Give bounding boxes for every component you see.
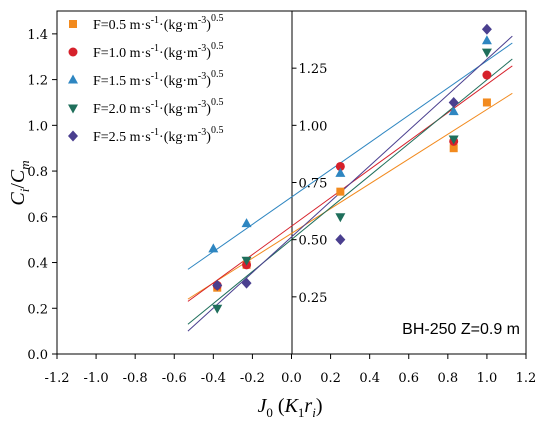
x-tick-label: -0.4 — [201, 371, 226, 386]
x-tick-label: -1.0 — [84, 371, 109, 386]
legend-marker-3 — [68, 74, 78, 84]
x-tick-label: 0.4 — [359, 371, 380, 386]
series-2-point — [335, 161, 345, 171]
fit-line-1 — [187, 92, 513, 300]
x-tick-label: 0.2 — [320, 371, 341, 386]
series-1-point — [449, 144, 458, 153]
inner-y-axis-ticks: 0.25 0.50 0.75 1.00 1.25 — [291, 62, 328, 306]
fit-line-5 — [187, 35, 513, 332]
y-tick-label: 1.2 — [27, 74, 48, 89]
y-tick-label: 0.8 — [27, 165, 48, 180]
y-tick-label: 0.4 — [27, 257, 48, 272]
y-axis-title: Ci/Cm — [7, 160, 32, 205]
x-tick-label: 1.2 — [516, 371, 537, 386]
x-tick-label: -0.8 — [123, 371, 148, 386]
inner-y-tick-label: 0.25 — [299, 291, 328, 306]
series-1-point — [336, 187, 345, 196]
x-tick-label: 1.0 — [477, 371, 498, 386]
data-points — [208, 23, 492, 314]
series-4-point — [481, 48, 492, 58]
legend: F=0.5 m·s-1·(kg·m-3)0.5 F=1.0 m·s-1·(kg·m… — [68, 13, 223, 145]
series-5-point — [448, 96, 459, 108]
series-3-point — [208, 243, 219, 253]
fit-line-3 — [187, 42, 513, 270]
fit-line-4 — [187, 58, 513, 325]
legend-label-4: F=2.0 m·s-1·(kg·m-3)0.5 — [93, 97, 223, 117]
legend-label-3: F=1.5 m·s-1·(kg·m-3)0.5 — [93, 69, 223, 89]
legend-marker-4 — [68, 104, 78, 114]
y-tick-label: 0.6 — [27, 211, 48, 226]
legend-label-5: F=2.5 m·s-1·(kg·m-3)0.5 — [93, 125, 223, 145]
x-tick-label: 0.0 — [281, 371, 302, 386]
series-4-point — [241, 256, 252, 266]
x-tick-label: -0.2 — [240, 371, 265, 386]
series-5-point — [212, 279, 223, 291]
legend-label-1: F=0.5 m·s-1·(kg·m-3)0.5 — [93, 13, 223, 33]
legend-marker-2 — [68, 47, 78, 57]
legend-label-2: F=1.0 m·s-1·(kg·m-3)0.5 — [93, 41, 223, 61]
x-axis-ticks: -1.2 -1.0 -0.8 -0.6 -0.4 -0.2 0.0 0.2 0.4 0.6 0.8 1… — [44, 354, 536, 386]
series-4-point — [448, 135, 459, 145]
series-1-point — [482, 98, 491, 107]
inner-y-tick-label: 0.50 — [299, 234, 328, 249]
series-4-point — [212, 304, 223, 314]
series-5-point — [241, 277, 252, 289]
series-4-point — [335, 213, 346, 223]
series-3-point — [335, 167, 346, 177]
inner-y-tick-label: 1.25 — [299, 62, 328, 77]
series-5-point — [335, 234, 346, 246]
series-2-point — [482, 70, 492, 80]
series-3-point — [481, 35, 492, 45]
y-tick-label: 0.0 — [27, 348, 48, 363]
y-tick-label: 1.0 — [27, 119, 48, 134]
x-tick-label: 0.8 — [437, 371, 458, 386]
series-5-point — [481, 23, 492, 35]
x-axis-title: J0 (K1ri) — [258, 395, 323, 420]
svg-text:J0 (K1ri): J0 (K1ri) — [258, 395, 323, 420]
fit-lines — [187, 35, 513, 332]
legend-marker-1 — [69, 20, 77, 28]
x-tick-label: -0.6 — [162, 371, 187, 386]
legend-marker-5 — [68, 130, 78, 142]
series-3-point — [448, 106, 459, 116]
inner-y-tick-label: 0.75 — [299, 177, 328, 192]
inner-y-tick-label: 1.00 — [299, 119, 328, 134]
x-tick-label: -1.2 — [44, 371, 69, 386]
y-tick-label: 0.2 — [27, 302, 48, 317]
y-tick-label: 1.4 — [27, 28, 48, 43]
svg-text:Ci/Cm: Ci/Cm — [7, 160, 32, 205]
series-3-point — [241, 218, 252, 228]
y-axis-ticks: 0.0 0.2 0.4 0.6 0.8 1.0 1.2 1.4 — [27, 28, 57, 363]
annotation-label: BH-250 Z=0.9 m — [402, 321, 520, 338]
x-tick-label: 0.6 — [398, 371, 419, 386]
